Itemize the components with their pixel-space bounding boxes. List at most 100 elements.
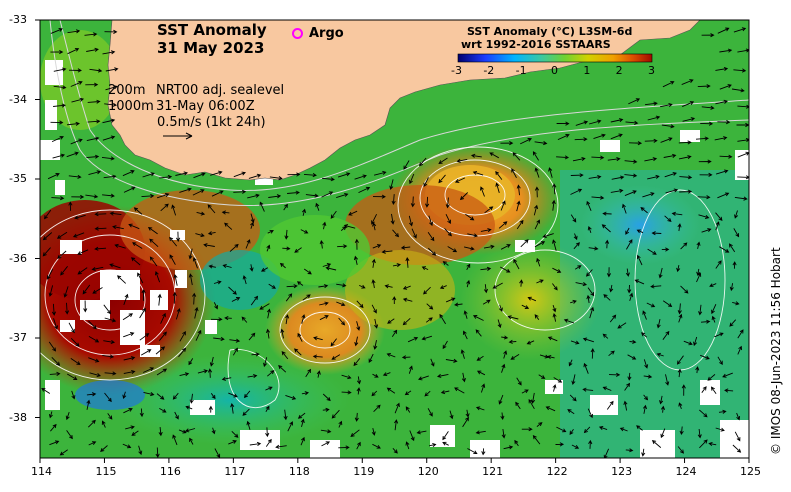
current-vector-arrow xyxy=(586,294,591,304)
current-vector-arrow xyxy=(569,394,577,402)
current-vector-arrow xyxy=(642,404,648,414)
current-vector-arrow xyxy=(82,284,91,295)
y-ticks xyxy=(35,19,40,418)
current-vector-arrow xyxy=(534,241,546,248)
current-vector-arrow xyxy=(392,296,397,304)
x-tick-label: 123 xyxy=(611,465,633,478)
current-vector-arrow xyxy=(656,352,664,357)
current-vector-arrow xyxy=(683,340,693,346)
current-vector-arrow xyxy=(354,412,359,422)
current-vector-arrow xyxy=(47,173,60,180)
current-vector-arrow xyxy=(160,203,169,212)
current-vector-arrow xyxy=(423,286,431,295)
colorbar-tick-label: -3 xyxy=(451,64,462,77)
current-vector-arrow xyxy=(269,176,283,181)
current-vector-arrow xyxy=(315,202,320,211)
current-vector-arrow xyxy=(470,153,482,158)
current-vector-arrow xyxy=(123,356,136,361)
current-vector-arrow xyxy=(461,372,466,383)
current-vector-arrow xyxy=(70,337,80,347)
y-tick-label: -35 xyxy=(9,172,27,185)
current-vector-arrow xyxy=(467,233,478,238)
cool-patch-shelf xyxy=(200,250,280,310)
current-vector-arrow xyxy=(197,369,208,374)
current-vector-arrow xyxy=(286,284,298,289)
current-vector-arrow xyxy=(736,412,741,421)
current-vector-arrow xyxy=(371,213,378,225)
current-vector-arrow xyxy=(84,32,98,37)
current-vector-arrow xyxy=(641,332,647,338)
current-vector-arrow xyxy=(608,372,621,377)
current-vector-arrow xyxy=(104,29,118,34)
current-vector-arrow xyxy=(159,408,167,413)
current-vector-arrow xyxy=(343,224,356,229)
current-vector-arrow xyxy=(534,141,548,146)
current-vector-arrow xyxy=(138,445,143,456)
current-vector-arrow xyxy=(207,231,216,236)
current-vector-arrow xyxy=(122,170,135,177)
current-vector-arrow xyxy=(87,99,101,104)
current-vector-arrow xyxy=(445,214,451,225)
current-vector-arrow xyxy=(714,136,728,141)
current-vector-arrow xyxy=(521,389,529,394)
y-tick-label: -37 xyxy=(9,331,27,344)
current-vector-arrow xyxy=(737,345,743,355)
current-vector-arrow xyxy=(356,321,361,331)
current-vector-arrow xyxy=(142,172,155,178)
colorbar-tick-label: 0 xyxy=(551,64,558,77)
current-vector-arrow xyxy=(511,168,517,179)
current-vector-arrow xyxy=(350,429,360,437)
current-vector-arrow xyxy=(734,210,739,219)
current-vector-arrow xyxy=(372,244,382,249)
cool-patch-east xyxy=(580,185,700,265)
current-vector-arrow xyxy=(313,336,323,341)
current-vector-arrow xyxy=(188,273,193,286)
current-vector-arrow xyxy=(409,430,415,442)
current-vector-arrow xyxy=(88,357,100,363)
current-vector-arrow xyxy=(483,284,489,294)
current-vector-arrow xyxy=(287,172,301,177)
current-vector-arrow xyxy=(77,267,88,275)
current-vector-arrow xyxy=(643,359,649,369)
current-vector-arrow xyxy=(86,136,100,142)
current-vector-arrow xyxy=(66,121,80,126)
current-vector-arrow xyxy=(409,173,415,185)
current-vector-arrow xyxy=(172,291,177,304)
current-vector-arrow xyxy=(698,304,703,316)
current-vector-arrow xyxy=(656,319,661,329)
current-vector-arrow xyxy=(588,439,593,449)
current-vector-arrow xyxy=(123,186,136,193)
current-vector-arrow xyxy=(176,231,181,242)
current-vector-arrow xyxy=(696,272,702,283)
current-vector-arrow xyxy=(102,135,116,141)
current-vector-arrow xyxy=(356,441,361,450)
current-vector-arrow xyxy=(484,206,494,214)
current-vector-arrow xyxy=(603,294,611,301)
current-vector-arrow xyxy=(552,312,557,322)
current-vector-arrow xyxy=(516,377,522,386)
current-vector-arrow xyxy=(636,425,643,431)
current-vector-arrow xyxy=(642,192,655,198)
current-vector-arrow xyxy=(322,263,332,268)
current-vector-arrow xyxy=(266,244,271,252)
current-vector-arrow xyxy=(737,329,744,339)
current-vector-arrow xyxy=(338,317,346,326)
current-vector-arrow xyxy=(88,336,100,343)
current-vector-arrow xyxy=(248,332,256,341)
current-vectors xyxy=(41,27,749,458)
current-vector-arrow xyxy=(86,47,99,52)
current-vector-arrow xyxy=(444,228,452,237)
x-ticks xyxy=(39,458,750,463)
current-vector-arrow xyxy=(178,347,187,358)
current-vector-arrow xyxy=(265,427,270,438)
current-vector-arrow xyxy=(189,437,194,445)
current-vector-arrow xyxy=(392,447,398,454)
current-vector-arrow xyxy=(445,297,456,303)
current-vector-arrow xyxy=(700,319,711,324)
current-vector-arrow xyxy=(91,266,104,272)
colorbar-title-line2: wrt 1992-2016 SSTAARS xyxy=(461,38,611,51)
current-vector-arrow xyxy=(625,268,630,277)
current-vector-arrow xyxy=(500,141,514,146)
current-vector-arrow xyxy=(213,280,222,285)
current-vector-arrow xyxy=(536,279,544,284)
